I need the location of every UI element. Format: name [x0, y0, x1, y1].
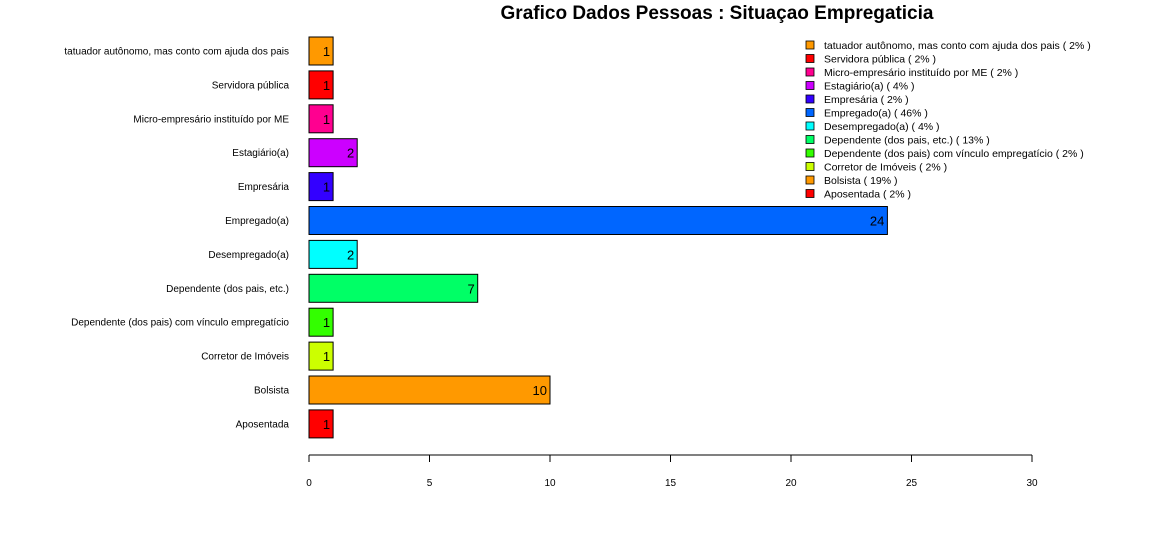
- bar-value-label: 1: [323, 44, 330, 59]
- legend-swatch: [805, 81, 815, 90]
- legend-swatch: [805, 175, 815, 185]
- bar-value-label: 2: [347, 247, 354, 262]
- bar-value-label: 24: [870, 214, 884, 229]
- category-label: Desempregado(a): [208, 250, 289, 261]
- legend-swatch: [805, 121, 815, 131]
- legend-swatch: [805, 189, 815, 198]
- bar-value-label: 1: [323, 417, 330, 432]
- bar-3: [308, 104, 334, 134]
- x-tick-label: 0: [306, 478, 312, 489]
- bar-value-label: 1: [323, 349, 330, 364]
- bar-4: [308, 138, 358, 168]
- category-label: Aposentada: [236, 419, 290, 430]
- legend-item-label: Dependente (dos pais, etc.) ( 13% ): [824, 135, 990, 147]
- legend-item-label: Bolsista ( 19% ): [824, 175, 898, 187]
- bar-11: [308, 375, 551, 405]
- bar-10: [308, 341, 334, 371]
- legend-item-label: Dependente (dos pais) com vínculo empreg…: [824, 148, 1084, 160]
- category-label: Micro-empresário instituído por ME: [133, 114, 289, 125]
- bar-5: [308, 172, 334, 202]
- bar-8: [308, 273, 479, 303]
- bar-value-label: 7: [467, 281, 474, 296]
- legend-swatch: [805, 148, 815, 158]
- chart-title: Grafico Dados Pessoas : Situaçao Emprega…: [501, 3, 934, 24]
- legend-item-label: Empresária ( 2% ): [824, 94, 909, 106]
- category-label: Bolsista: [254, 386, 289, 397]
- bar-value-label: 1: [323, 78, 330, 93]
- x-tick-label: 20: [785, 478, 797, 489]
- category-label: Corretor de Imóveis: [201, 352, 289, 363]
- legend-item-label: Micro-empresário instituído por ME ( 2% …: [824, 67, 1018, 79]
- bar-2: [308, 70, 334, 100]
- legend-swatch: [805, 54, 815, 63]
- legend-item-label: Estagiário(a) ( 4% ): [824, 81, 914, 93]
- legend-swatch: [805, 67, 815, 77]
- legend-item-label: tatuador autônomo, mas conto com ajuda d…: [824, 40, 1091, 52]
- bar-6: [308, 206, 888, 235]
- bar-value-label: 1: [323, 315, 330, 330]
- bars-group: tatuador autônomo, mas conto com ajuda d…: [64, 36, 888, 439]
- bar-value-label: 1: [323, 112, 330, 127]
- bar-value-label: 10: [533, 383, 547, 398]
- bar-1: [308, 36, 334, 66]
- bar-value-label: 1: [323, 180, 330, 195]
- x-tick-label: 5: [427, 478, 433, 489]
- bar-9: [308, 307, 334, 337]
- category-label: tatuador autônomo, mas conto com ajuda d…: [64, 47, 289, 58]
- legend: tatuador autônomo, mas conto com ajuda d…: [805, 40, 1091, 201]
- bar-value-label: 2: [347, 146, 354, 161]
- legend-item-label: Servidora pública ( 2% ): [824, 54, 936, 66]
- legend-item-label: Aposentada ( 2% ): [824, 189, 911, 201]
- x-tick-label: 15: [665, 478, 677, 489]
- category-label: Dependente (dos pais, etc.): [166, 284, 289, 295]
- bar-7: [308, 239, 358, 269]
- legend-swatch: [805, 94, 815, 104]
- category-label: Dependente (dos pais) com vínculo empreg…: [71, 318, 289, 329]
- legend-item-label: Corretor de Imóveis ( 2% ): [824, 162, 947, 174]
- legend-item-label: Desempregado(a) ( 4% ): [824, 121, 940, 133]
- legend-swatch: [805, 135, 815, 144]
- x-axis: 0 5 10 15 20 25 30: [306, 454, 1038, 489]
- category-label: Empregado(a): [225, 216, 289, 227]
- category-label: Servidora pública: [212, 80, 290, 91]
- category-label: Estagiário(a): [232, 148, 289, 159]
- bar-12: [308, 409, 334, 439]
- x-tick-label: 10: [544, 478, 556, 489]
- legend-item-label: Empregado(a) ( 46% ): [824, 108, 928, 120]
- x-tick-label: 30: [1026, 478, 1038, 489]
- category-label: Empresária: [238, 182, 290, 193]
- x-tick-label: 25: [906, 478, 918, 489]
- legend-swatch: [805, 108, 815, 117]
- legend-swatch: [805, 162, 815, 171]
- legend-swatch: [805, 40, 815, 50]
